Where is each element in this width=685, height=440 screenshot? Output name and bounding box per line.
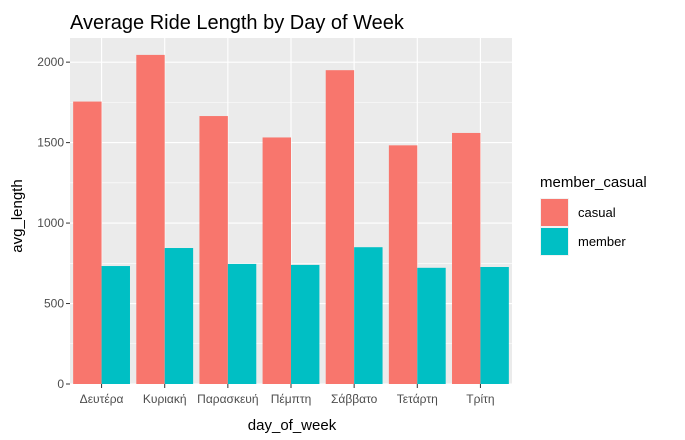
bar-casual-3 (262, 137, 291, 384)
y-tick-label: 2000 (37, 55, 64, 69)
legend-label-casual: casual (578, 205, 616, 220)
chart-title: Average Ride Length by Day of Week (70, 12, 405, 34)
bar-member-4 (354, 247, 383, 384)
y-axis: 0 500 1000 1500 2000 (37, 55, 70, 391)
bar-casual-4 (325, 70, 355, 385)
legend-title: member_casual (540, 174, 647, 191)
y-tick-label: 500 (44, 297, 64, 311)
legend-swatch-casual (541, 199, 568, 226)
x-tick-label: Τρίτη (466, 392, 494, 406)
bar-casual-6 (452, 132, 481, 384)
bar-member-0 (101, 266, 130, 384)
bar-member-5 (417, 267, 446, 384)
bar-casual-2 (199, 116, 228, 385)
bar-member-2 (227, 263, 257, 384)
x-tick-label: Σάββατο (331, 392, 378, 406)
x-tick-label: Κυριακή (143, 392, 187, 406)
bar-casual-1 (136, 54, 165, 384)
x-axis-title: day_of_week (248, 417, 337, 434)
bar-member-1 (164, 248, 194, 384)
bar-casual-5 (388, 145, 418, 384)
bar-casual-0 (73, 101, 102, 384)
legend-label-member: member (578, 234, 626, 249)
y-axis-title: avg_length (9, 179, 26, 252)
x-tick-label: Παρασκευή (197, 392, 258, 406)
x-tick-label: Δευτέρα (80, 392, 124, 406)
bars (73, 54, 509, 385)
y-tick-label: 1000 (37, 216, 64, 230)
x-tick-label: Πέμπτη (271, 392, 312, 406)
x-axis: Δευτέρα Κυριακή Παρασκευή Πέμπτη Σάββατο Τετά… (80, 384, 495, 406)
legend-swatch-member (541, 228, 568, 255)
bar-member-6 (480, 267, 509, 384)
y-tick-label: 0 (57, 377, 64, 391)
legend: member_casual casual member (540, 174, 647, 256)
x-tick-label: Τετάρτη (397, 392, 438, 406)
y-tick-label: 1500 (37, 136, 64, 150)
bar-member-3 (291, 264, 320, 384)
